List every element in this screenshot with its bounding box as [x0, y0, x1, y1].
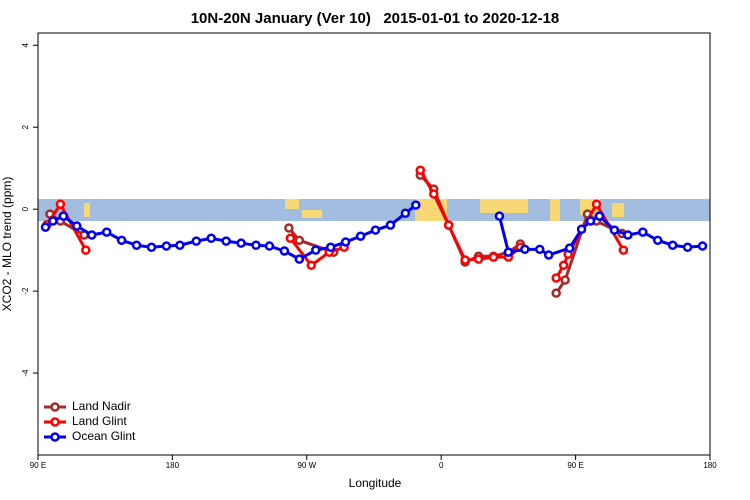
series-line [289, 237, 345, 268]
map-band [38, 199, 710, 221]
x-tick-label: 90 E [30, 461, 46, 470]
legend-marker [50, 402, 60, 412]
x-tick-label: 180 [166, 461, 180, 470]
point [535, 244, 545, 255]
point [294, 254, 305, 264]
point [55, 199, 66, 210]
point [488, 252, 499, 262]
point [355, 231, 366, 241]
point [311, 245, 321, 255]
point [576, 224, 587, 235]
chart-title: 10N-20N January (Ver 10) 2015-01-01 to 2… [191, 10, 560, 27]
point [400, 208, 411, 219]
land-patch [84, 203, 90, 217]
point [191, 236, 202, 246]
y-axis-title: XCO2 - MLO trend (ppm) [0, 177, 14, 312]
legend-label: Ocean Glint [72, 429, 136, 443]
point [325, 242, 336, 253]
land-patch [302, 210, 322, 218]
y-tick-label: 2 [21, 124, 30, 129]
legend-label: Land Glint [72, 414, 127, 428]
legend-label: Land Nadir [72, 399, 131, 413]
legend-marker [50, 417, 60, 427]
point [161, 241, 172, 251]
point [236, 238, 246, 248]
x-tick-label: 90 W [297, 461, 316, 470]
point [206, 233, 216, 244]
point [543, 250, 554, 260]
land-patch [480, 199, 528, 213]
point [370, 225, 381, 235]
point [564, 243, 575, 253]
point [428, 189, 439, 199]
point [40, 222, 51, 232]
point [279, 246, 290, 256]
series-line [497, 214, 703, 257]
land-patch [612, 203, 624, 217]
point [285, 233, 296, 244]
y-tick-label: -2 [21, 287, 30, 295]
point [146, 242, 157, 253]
point [251, 240, 261, 250]
y-tick-label: 4 [21, 43, 30, 48]
point [618, 245, 629, 255]
point [551, 273, 561, 283]
point [294, 235, 305, 246]
x-tick-label: 0 [439, 461, 444, 470]
point [609, 225, 620, 235]
point [551, 288, 561, 298]
point [221, 236, 231, 246]
ocean-band [38, 199, 710, 221]
point [284, 223, 294, 233]
land-patch [550, 199, 560, 221]
point [175, 240, 185, 250]
point [264, 241, 275, 251]
point [652, 235, 663, 246]
point [594, 211, 605, 221]
point [585, 216, 596, 226]
point [340, 237, 351, 247]
y-tick-label: -4 [21, 369, 30, 377]
point [58, 211, 69, 221]
point [81, 245, 91, 255]
point [101, 227, 112, 237]
point [72, 221, 82, 231]
point [558, 260, 569, 271]
x-tick-label: 180 [703, 461, 717, 470]
point [87, 230, 97, 240]
point [48, 216, 58, 226]
point [520, 244, 530, 255]
x-tick-label: 90 E [567, 461, 583, 470]
point [638, 227, 648, 237]
point [503, 247, 514, 257]
y-tick-label: 0 [21, 206, 30, 211]
plot-frame [37, 32, 711, 456]
legend-marker [50, 432, 60, 442]
point [682, 242, 693, 253]
x-axis-title: Longitude [349, 476, 402, 490]
point [415, 165, 426, 176]
land-patch [285, 199, 299, 209]
point [697, 241, 708, 251]
point [443, 220, 454, 230]
point [494, 211, 505, 221]
point [623, 230, 633, 240]
point [667, 240, 678, 250]
point [116, 235, 127, 246]
point [473, 254, 484, 264]
point [411, 200, 421, 210]
point [131, 240, 142, 250]
point [460, 255, 470, 265]
point [385, 220, 396, 230]
point [306, 260, 317, 271]
point [560, 275, 570, 285]
point [591, 199, 602, 210]
